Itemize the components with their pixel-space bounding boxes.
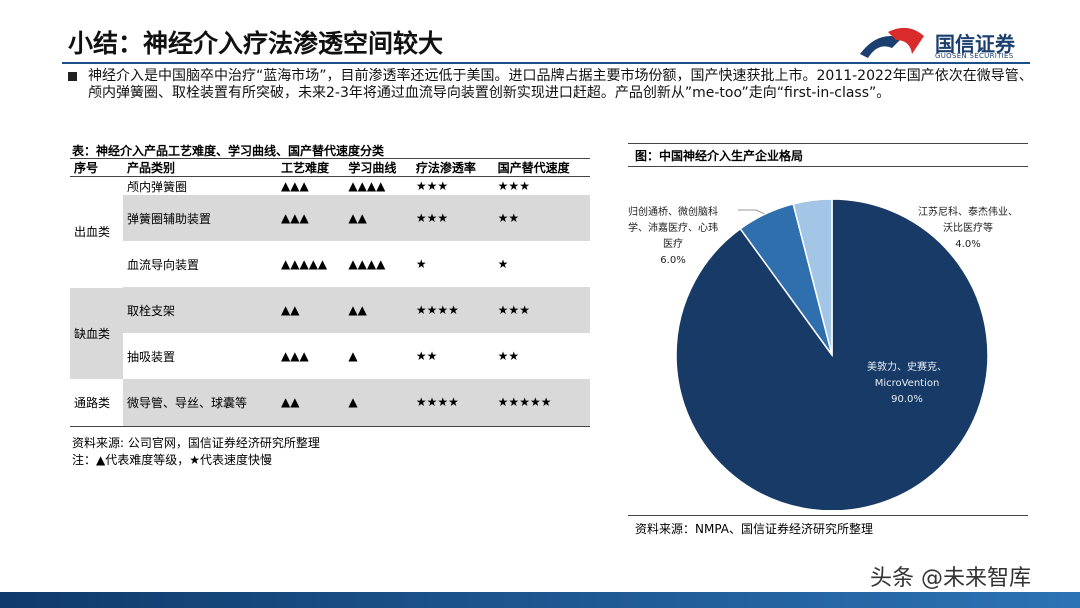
product-table: 序号 产品类别 工艺难度 学习曲线 疗法渗透率 国产替代速度 出血类 颅内弹簧圈 ▲▲▲ ▲▲▲▲… [70, 158, 590, 427]
pie-label-value: 4.0% [955, 239, 981, 250]
table-cell: ★★★ [493, 287, 590, 333]
table-cell: ▲▲ [277, 379, 345, 427]
table-cell: 抽吸装置 [126, 349, 175, 364]
table-cell: ▲▲ [344, 195, 412, 241]
table-row: 血流导向装置 ▲▲▲▲▲ ▲▲▲▲ ★ ★ [70, 241, 590, 287]
column-header: 工艺难度 [277, 158, 345, 177]
table-cell: ★★★★ [411, 379, 494, 427]
watermark: 头条 @未来智库 [870, 566, 1031, 591]
pie-label-name: 归创通桥、微创脑科学、沛嘉医疗、心玮医疗 [628, 207, 718, 250]
table-row: 抽吸装置 ▲▲▲ ▲ ★★ ★★ [70, 333, 590, 379]
table-cell: 取栓支架 [122, 287, 278, 333]
chart-source: 资料来源：NMPA、国信证券经济研究所整理 [635, 522, 874, 536]
rule [628, 166, 1028, 167]
summary-text: 神经介入是中国脑卒中治疗“蓝海市场”，目前渗透率还远低于美国。进口品牌占据主要市… [88, 68, 1033, 101]
table-cell: ▲▲▲▲▲ [281, 257, 328, 271]
table-cell: ★ [497, 257, 509, 271]
table-cell: ★★ [493, 195, 590, 241]
group-cell: 出血类 [70, 176, 123, 288]
table-cell: 弹簧圈辅助装置 [122, 195, 278, 241]
table-cell: ▲▲ [344, 287, 412, 333]
rule [628, 143, 1028, 144]
column-header: 国产替代速度 [493, 158, 590, 177]
table-cell: 微导管、导丝、球囊等 [122, 379, 278, 427]
pie-label: 美敦力、史赛克、MicroVention 90.0% [862, 360, 952, 408]
pie-label-name: 美敦力、史赛克、MicroVention [867, 362, 947, 389]
table-row: 缺血类 取栓支架 ▲▲ ▲▲ ★★★★ ★★★ [70, 287, 590, 380]
pie-label: 归创通桥、微创脑科学、沛嘉医疗、心玮医疗 6.0% [628, 205, 718, 269]
pie-label-name: 江苏尼科、泰杰伟业、沃比医疗等 [918, 207, 1018, 234]
table-row: 弹簧圈辅助装置 ▲▲▲ ▲▲ ★★★ ★★ [70, 195, 590, 241]
pie-slice [675, 198, 989, 510]
pie-label-value: 90.0% [891, 394, 923, 405]
rule [628, 515, 1028, 516]
bullet [68, 72, 77, 81]
table-cell: ▲▲▲ [281, 349, 309, 363]
table-cell: ★★★ [411, 195, 494, 241]
pie-slice [792, 198, 833, 356]
table-cell: ▲▲▲ [281, 179, 309, 193]
logo-icon [860, 27, 924, 58]
table-cell: ▲ [348, 349, 358, 363]
table-cell: 颅内弹簧圈 [126, 179, 187, 194]
table-cell: ★★ [415, 349, 438, 363]
table-caption: 表：神经介入产品工艺难度、学习曲线、国产替代速度分类 [72, 144, 385, 158]
title-rule [62, 62, 1030, 64]
logo-subtext: GUOSEN SECURITIES [935, 52, 1014, 60]
logo-text: 国信证券 [935, 32, 1015, 56]
table-cell: ▲▲ [277, 287, 345, 333]
table-cell: ▲▲▲▲ [348, 257, 386, 271]
table-cell: ▲ [344, 379, 412, 427]
table-cell: ★★★★★ [493, 379, 590, 427]
group-cell: 缺血类 [70, 287, 123, 380]
header-row: 序号 产品类别 工艺难度 学习曲线 疗法渗透率 国产替代速度 [70, 158, 590, 177]
table-cell: 血流导向装置 [126, 257, 199, 272]
table-cell: ★★★★ [411, 287, 494, 333]
table-cell: ▲▲▲ [277, 195, 345, 241]
column-header: 学习曲线 [344, 158, 412, 177]
table-cell: ★★★ [497, 179, 530, 193]
group-cell: 通路类 [70, 379, 123, 427]
chart-title: 图：中国神经介入生产企业格局 [635, 149, 804, 163]
table-cell: ★★★ [415, 179, 449, 193]
slide-title: 小结：神经介入疗法渗透空间较大 [68, 29, 444, 58]
table-row: 出血类 颅内弹簧圈 ▲▲▲ ▲▲▲▲ ★★★ ★★★ [70, 176, 590, 288]
table-source: 资料来源: 公司官网，国信证券经济研究所整理 [72, 436, 320, 450]
footer-bar [0, 592, 1080, 608]
pie-label: 江苏尼科、泰杰伟业、沃比医疗等 4.0% [918, 205, 1018, 253]
table-note: 注：▲代表难度等级，★代表速度快慢 [72, 453, 272, 467]
column-header: 产品类别 [122, 158, 278, 177]
table-row: 通路类 微导管、导丝、球囊等 ▲▲ ▲ ★★★★ ★★★★★ [70, 379, 590, 427]
table-cell: ▲▲▲▲ [348, 179, 386, 193]
column-header: 疗法渗透率 [411, 158, 494, 177]
column-header: 序号 [70, 158, 123, 177]
pie-label-value: 6.0% [660, 255, 686, 266]
table-cell: ★★ [497, 349, 520, 363]
table-cell: ★ [415, 257, 427, 271]
pie-chart [675, 198, 989, 510]
